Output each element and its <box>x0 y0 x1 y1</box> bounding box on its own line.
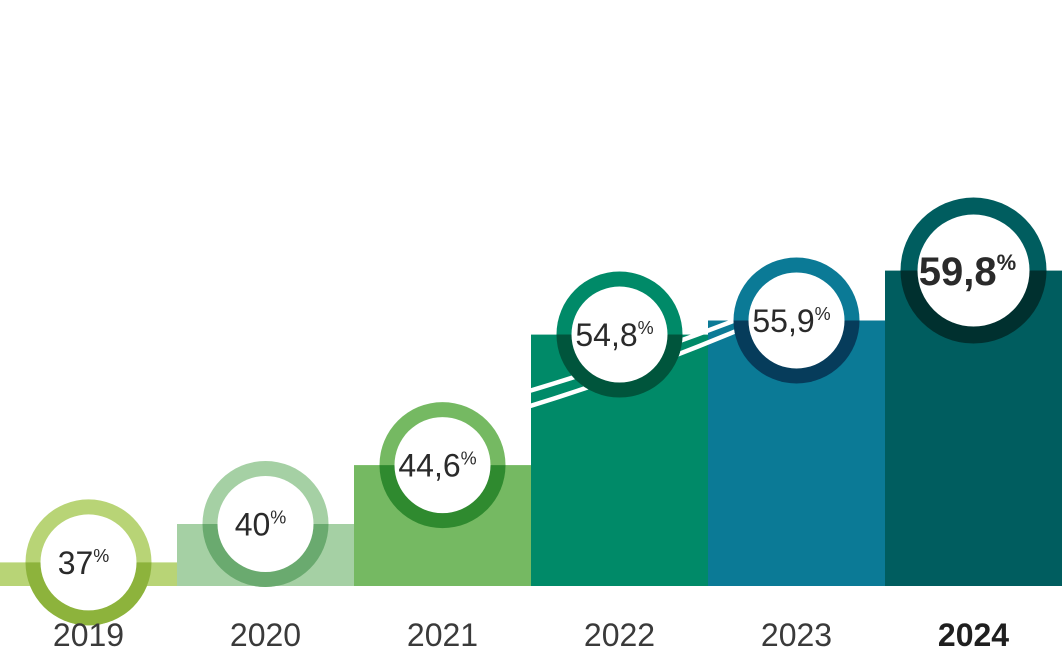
value-marker-2022: 54,8% <box>556 271 683 398</box>
value-marker-2021: 44,6% <box>379 402 506 529</box>
value-label-2021: 44,6% <box>398 448 476 484</box>
value-unit: % <box>815 304 831 324</box>
value-marker-2023: 55,9% <box>733 257 860 384</box>
marker-center <box>917 214 1030 327</box>
value-unit: % <box>638 318 654 338</box>
value-unit: % <box>270 507 286 527</box>
value-label-2023: 55,9% <box>752 303 830 339</box>
x-tick-label-2021: 2021 <box>407 617 478 649</box>
marker-center <box>40 514 137 611</box>
bars-group <box>0 270 1062 586</box>
x-tick-label-2024: 2024 <box>938 617 1009 649</box>
value-marker-2020: 40% <box>202 461 329 588</box>
marker-center <box>217 476 314 572</box>
value-label-2019: 37% <box>58 545 110 581</box>
marker-center <box>571 286 668 383</box>
x-tick-label-2020: 2020 <box>230 617 301 649</box>
x-axis-labels: 2019 2020 2021 2022 2023 2024 <box>53 617 1009 649</box>
value-label-2022: 54,8% <box>575 317 653 353</box>
value-markers: 37% 40% 44,6% 54,8% 55,9% 59,8% <box>25 197 1047 626</box>
value-unit: % <box>93 546 109 566</box>
value-unit: % <box>461 448 477 468</box>
x-tick-label-2019: 2019 <box>53 617 124 649</box>
value-marker-2024: 59,8% <box>900 197 1047 344</box>
value-label-2024: 59,8% <box>919 250 1016 294</box>
value-marker-2019: 37% <box>25 499 152 626</box>
marker-center <box>748 272 845 369</box>
value-unit: % <box>997 250 1017 275</box>
value-label-2020: 40% <box>235 507 287 543</box>
x-tick-label-2022: 2022 <box>584 617 655 649</box>
marker-center <box>394 417 491 514</box>
x-tick-label-2023: 2023 <box>761 617 832 649</box>
